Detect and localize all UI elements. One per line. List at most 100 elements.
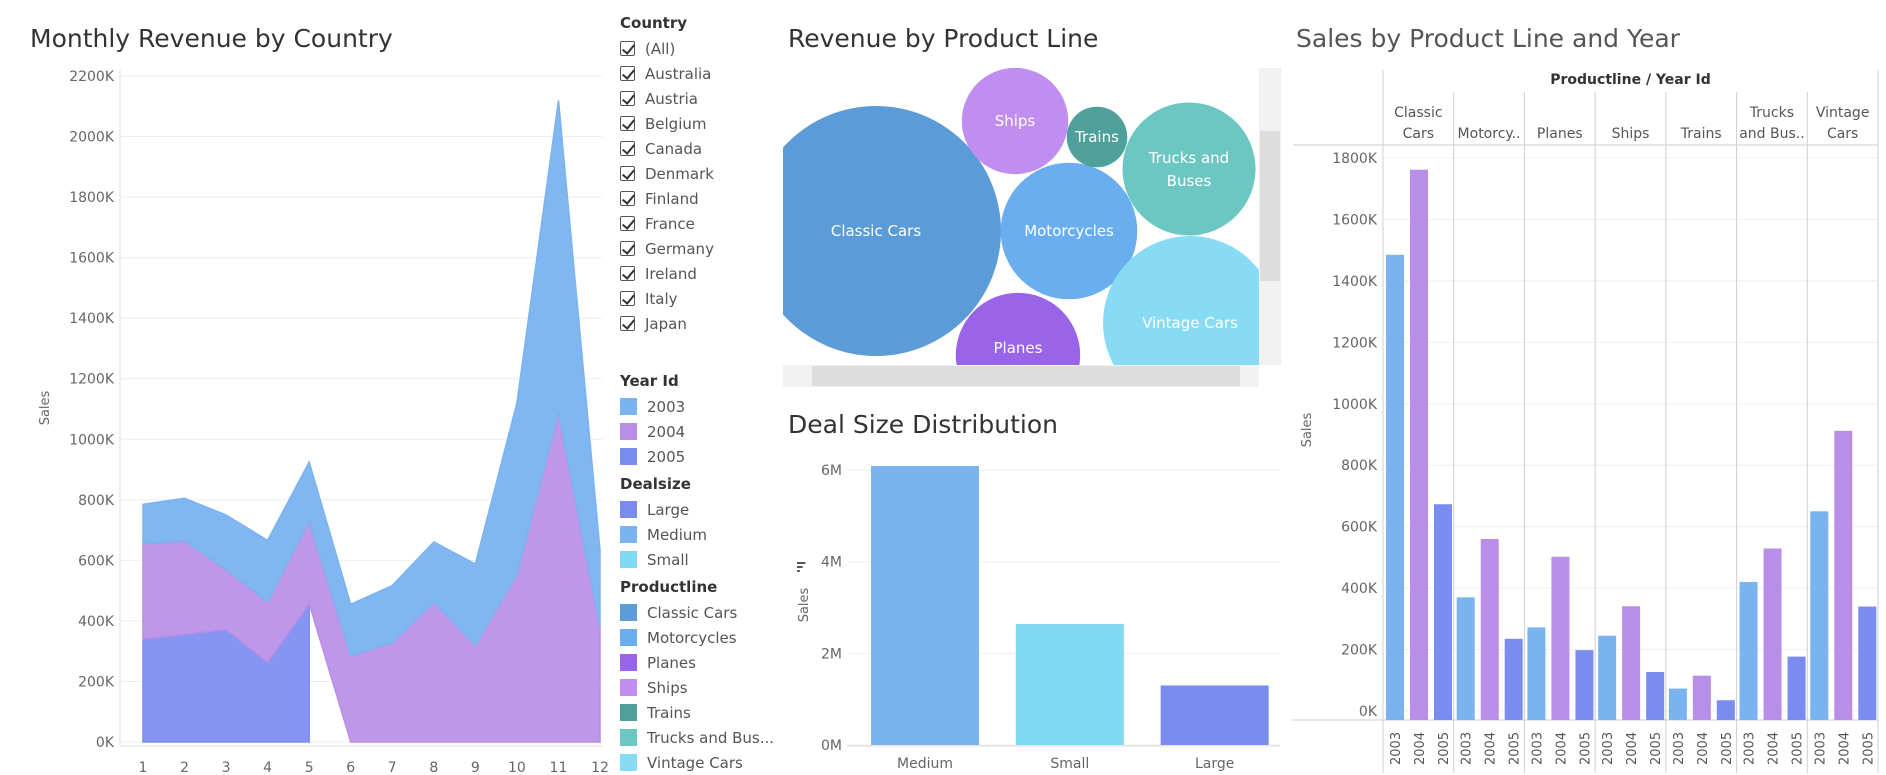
bar-2005[interactable] <box>1434 504 1452 720</box>
checkbox-icon[interactable] <box>620 216 635 231</box>
bar-2003[interactable] <box>1527 627 1546 720</box>
year-tick-label: 2004 <box>1554 732 1569 765</box>
horizontal-scrollbar-thumb[interactable] <box>812 366 1240 386</box>
country-label: Belgium <box>645 114 707 133</box>
bar-2005[interactable] <box>1858 606 1877 720</box>
y-tick-label: 1200K <box>1332 335 1378 351</box>
bubble-label: Buses <box>1167 172 1212 190</box>
legend-swatch <box>620 654 637 671</box>
dealsize-legend-label: Medium <box>647 525 707 544</box>
x-tick-label: 4 <box>263 760 272 773</box>
bar-2005[interactable] <box>1646 671 1665 720</box>
y-tick-label: 800K <box>1341 458 1378 474</box>
country-filter-item[interactable]: Germany <box>620 236 780 261</box>
area-series-2003 <box>142 100 601 657</box>
bar-2004[interactable] <box>1692 675 1711 720</box>
bubble-planes[interactable] <box>955 292 1081 417</box>
productline-legend: Classic Cars Motorcycles Planes Ships Trains… <box>620 600 780 775</box>
year-tick-label: 2003 <box>1813 732 1828 765</box>
country-label: Denmark <box>645 164 714 183</box>
bar-2004[interactable] <box>1622 606 1641 720</box>
legend-swatch <box>620 679 637 696</box>
bar-2004[interactable] <box>1480 538 1499 720</box>
bar-2003[interactable] <box>1739 581 1758 720</box>
country-label: Italy <box>645 289 678 308</box>
checkbox-icon[interactable] <box>620 266 635 281</box>
checkbox-icon[interactable] <box>620 91 635 106</box>
bar-2003[interactable] <box>1456 597 1475 720</box>
bar-small[interactable] <box>1015 624 1124 745</box>
country-filter-item[interactable]: Canada <box>620 136 780 161</box>
legend-panel: Country (All) Australia Austria Belgium Cana… <box>620 14 780 775</box>
y-tick-label: 2M <box>821 646 842 662</box>
bubble-motorcycles[interactable] <box>1000 162 1138 300</box>
checkbox-icon[interactable] <box>620 66 635 81</box>
country-filter-item[interactable]: (All) <box>620 36 780 61</box>
bar-2005[interactable] <box>1575 650 1594 720</box>
productline-legend-label: Ships <box>647 678 688 697</box>
bar-2005[interactable] <box>1716 700 1735 720</box>
monthly-revenue-title: Monthly Revenue by Country <box>30 24 393 53</box>
bubble-trucks-and-buses[interactable] <box>1122 102 1256 236</box>
country-filter-item[interactable]: Japan <box>620 311 780 336</box>
bar-2004[interactable] <box>1410 169 1428 720</box>
bar-medium[interactable] <box>871 466 979 745</box>
country-filter-item[interactable]: Ireland <box>620 261 780 286</box>
bubble-label: Ships <box>995 112 1036 130</box>
year-legend-item: 2004 <box>620 419 780 444</box>
x-tick-label: 10 <box>508 760 526 773</box>
checkbox-icon[interactable] <box>620 316 635 331</box>
bar-2003[interactable] <box>1598 635 1617 720</box>
y-tick-label: 600K <box>78 553 115 569</box>
checkbox-icon[interactable] <box>620 191 635 206</box>
bar-large[interactable] <box>1160 685 1269 745</box>
checkbox-icon[interactable] <box>620 116 635 131</box>
bar-2005[interactable] <box>1787 656 1806 720</box>
checkbox-icon[interactable] <box>620 241 635 256</box>
bubble-group: Classic Cars Motorcycles Planes Ships Trains… <box>751 68 1277 417</box>
checkbox-icon[interactable] <box>620 166 635 181</box>
year-tick-label: 2005 <box>1861 732 1876 765</box>
y-tick-label: 4M <box>821 555 842 571</box>
y-tick-label: 400K <box>1341 581 1378 597</box>
y-tick-label: 1200K <box>69 372 115 388</box>
country-label: Canada <box>645 139 703 158</box>
x-tick-label: 11 <box>550 760 568 773</box>
country-filter-list[interactable]: (All) Australia Austria Belgium Canada Denmar… <box>620 36 780 366</box>
country-filter-item[interactable]: Belgium <box>620 111 780 136</box>
legend-swatch <box>620 501 637 518</box>
bubble-classic-cars[interactable] <box>751 106 1001 356</box>
year-tick-label: 2004 <box>1696 732 1711 765</box>
country-filter-item[interactable]: Finland <box>620 186 780 211</box>
checkbox-icon[interactable] <box>620 141 635 156</box>
bubble-ships[interactable] <box>961 68 1069 175</box>
bar-2003[interactable] <box>1668 688 1687 720</box>
bar-2004[interactable] <box>1551 556 1570 720</box>
bar-2005[interactable] <box>1504 638 1523 720</box>
bubble-vintage-cars[interactable] <box>1103 236 1277 410</box>
country-filter-item[interactable]: Austria <box>620 86 780 111</box>
year-tick-label: 2005 <box>1437 732 1452 765</box>
legend-swatch <box>620 423 637 440</box>
bar-2003[interactable] <box>1386 254 1404 720</box>
country-label: (All) <box>645 39 676 58</box>
checkbox-icon[interactable] <box>620 41 635 56</box>
y-tick-label: 1400K <box>69 311 115 327</box>
bubble-trains[interactable] <box>1066 106 1128 168</box>
group-header-label: and Bus.. <box>1739 126 1804 142</box>
vertical-scrollbar-thumb[interactable] <box>1260 131 1280 281</box>
bar-2004[interactable] <box>1763 548 1782 720</box>
country-filter-item[interactable]: Italy <box>620 286 780 311</box>
country-filter-item[interactable]: Australia <box>620 61 780 86</box>
country-label: Germany <box>645 239 714 258</box>
country-filter-item[interactable]: France <box>620 211 780 236</box>
checkbox-icon[interactable] <box>620 291 635 306</box>
productline-legend-label: Classic Cars <box>647 603 738 622</box>
bar-2003[interactable] <box>1810 511 1829 720</box>
sort-icon[interactable] <box>797 562 806 572</box>
bar-2004[interactable] <box>1834 430 1853 720</box>
country-filter-item[interactable]: Denmark <box>620 161 780 186</box>
year-legend-item: 2003 <box>620 394 780 419</box>
productline-legend-item: Planes <box>620 650 780 675</box>
year-tick-label: 2004 <box>1837 732 1852 765</box>
